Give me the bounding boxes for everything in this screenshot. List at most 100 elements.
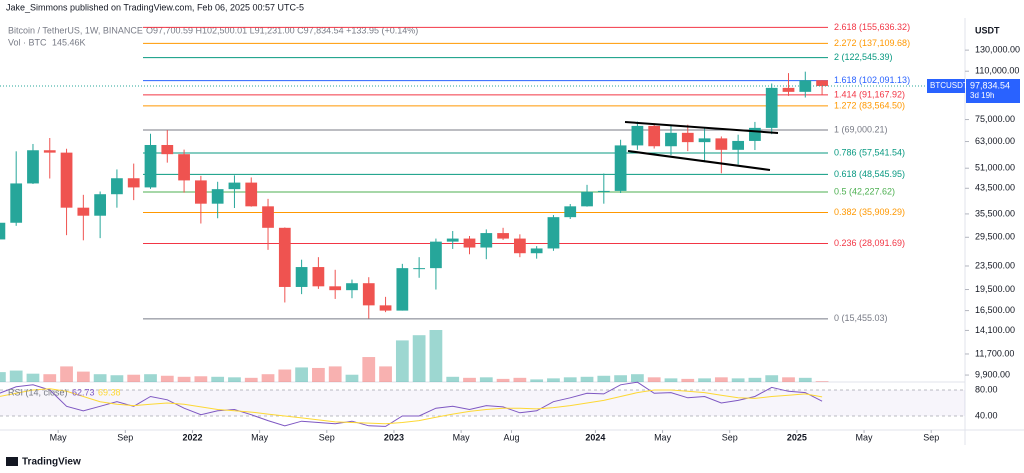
fib-label: 0.786 (57,541.54) (834, 147, 905, 157)
symbol-tag: BTCUSDT (930, 81, 968, 90)
volume-bar (463, 377, 476, 382)
brand-logo (6, 457, 18, 466)
volume-bar (127, 374, 141, 382)
rsi-tick-label: 40.00 (975, 410, 998, 420)
volume-bar (177, 376, 191, 382)
volume-bar (798, 377, 812, 382)
volume-bar (228, 377, 241, 382)
rsi-value: 69.38 (98, 387, 121, 397)
volume-bar (597, 375, 611, 382)
candle-body (127, 178, 140, 188)
candle-body (295, 267, 308, 287)
fib-label: 1.618 (102,091.13) (834, 75, 910, 85)
candle-body (111, 178, 123, 195)
candle-body (211, 189, 224, 204)
trendline (627, 150, 771, 171)
candle-body (362, 283, 375, 306)
volume-bar (412, 335, 426, 382)
candle-body (60, 152, 73, 208)
x-tick-label: Sep (923, 432, 939, 442)
brand: TradingView (6, 457, 81, 468)
fib-label: 1.414 (91,167.92) (834, 89, 905, 99)
candle-body (799, 80, 812, 92)
rsi-tick-label: 80.00 (975, 384, 998, 394)
fib-label: 1.272 (83,564.50) (834, 100, 905, 110)
countdown: 3d 19h (970, 91, 994, 100)
volume-bar (748, 377, 762, 382)
volume-bar (194, 376, 208, 382)
y-tick-label: 130,000.00 (975, 45, 1020, 55)
fib-label: 0 (15,455.03) (834, 313, 888, 323)
candle-body (581, 191, 593, 207)
symbol: Bitcoin / TetherUS, 1W, BINANCE (8, 25, 143, 35)
volume-bar (211, 376, 225, 382)
candle-body (430, 241, 442, 269)
candle-body (698, 138, 711, 143)
x-tick-label: 2024 (585, 432, 605, 442)
volume-bar (43, 374, 57, 382)
x-tick-label: Aug (503, 432, 519, 442)
x-tick-label: Sep (117, 432, 133, 442)
candle-body (312, 267, 325, 287)
y-tick-label: 23,500.00 (975, 260, 1015, 270)
volume-bar (362, 357, 376, 382)
volume-label: Vol · BTC (8, 37, 47, 47)
candle-body (547, 217, 560, 249)
x-tick-label: May (50, 432, 68, 442)
trendlines (624, 121, 779, 171)
volume-bar (110, 375, 124, 382)
volume-bar (664, 378, 678, 382)
candle-body (228, 182, 241, 190)
y-tick-label: 11,700.00 (975, 348, 1014, 358)
candle-body (245, 182, 258, 207)
rsi-line (0, 388, 823, 425)
candle-body (27, 150, 39, 184)
volume-bar (547, 378, 560, 382)
candle-body (665, 132, 677, 147)
y-tick-label: 43,500.00 (975, 183, 1015, 193)
candle-body (346, 283, 358, 291)
trendline (624, 121, 779, 134)
volume-bar (513, 377, 527, 382)
candle-body (497, 233, 509, 239)
rsi-band (0, 390, 965, 416)
candle-body (144, 144, 157, 188)
volume-bar (698, 378, 711, 382)
y-tick-label: 51,000.00 (975, 163, 1015, 173)
volume-bar (0, 372, 6, 382)
volume-bar (815, 381, 829, 382)
volume-bar (429, 330, 443, 382)
candle-body (10, 183, 23, 223)
y-tick-label: 110,000.00 (975, 66, 1019, 76)
volume-bar (614, 375, 627, 382)
volume-bar (312, 367, 325, 382)
volume-bar (160, 375, 174, 382)
volume-bar (530, 379, 544, 382)
rsi-line (0, 381, 823, 427)
fib-label: 0.618 (48,545.95) (834, 169, 905, 179)
currency: USDT (975, 25, 1000, 35)
brand-name: TradingView (22, 457, 81, 468)
y-tick-label: 16,500.00 (975, 305, 1015, 315)
x-tick-label: May (654, 432, 672, 442)
candle-body (161, 144, 174, 155)
candle-body (530, 248, 543, 254)
rsi-title: RSI (14, close) (8, 387, 68, 397)
volume-bar (647, 377, 661, 382)
volume-bar (345, 374, 359, 382)
y-tick-label: 29,500.00 (975, 232, 1015, 242)
candle-body (329, 286, 342, 291)
fib-label: 1 (69,000.21) (834, 124, 888, 134)
symbol-tag-box (927, 79, 965, 94)
volume-bar (244, 377, 258, 382)
volume-bar (782, 377, 795, 382)
candle-body (715, 138, 728, 150)
candle-body (43, 150, 56, 153)
candle-body (648, 125, 661, 147)
volume-bar (144, 374, 157, 382)
candle-body (413, 268, 426, 270)
y-tick-label: 19,500.00 (975, 284, 1015, 294)
candle-body (749, 127, 761, 141)
x-tick-label: May (856, 432, 874, 442)
